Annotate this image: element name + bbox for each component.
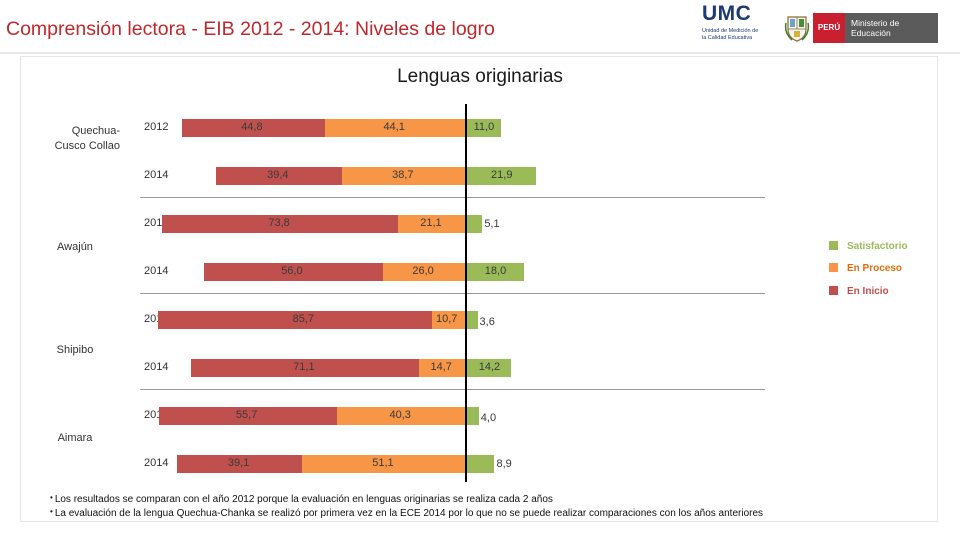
bar-en-proceso-shipibo-2012 (431, 311, 466, 329)
data-label-satisfactorio-awaj-n-2012: 5,1 (484, 218, 500, 230)
umc-logo: UMC Unidad de Medición de la Calidad Edu… (702, 3, 764, 51)
group-label-line: Shipibo (56, 344, 94, 356)
data-label-en-proceso-aimara-2012: 40,3 (389, 409, 411, 421)
data-label-en-proceso-shipibo-2014: 14,7 (430, 361, 452, 373)
data-label-en-inicio-shipibo-2014: 71,1 (293, 361, 315, 373)
legend-label-en-proceso: En Proceso (847, 263, 903, 274)
data-label-en-inicio-aimara-2014: 39,1 (227, 457, 250, 469)
data-label-satisfactorio-quechua-cusco-collao-2012: 11,0 (473, 121, 495, 133)
bar-satisfactorio-aimara-2012 (466, 407, 479, 425)
ministry-badge: Ministerio de Educación (845, 13, 938, 43)
group-label-line: Quechua- (71, 125, 120, 137)
legend-item-en-inicio: En Inicio (829, 286, 889, 297)
group-separator-shipibo (140, 389, 765, 390)
bar-satisfactorio-awaj-n-2012 (466, 215, 483, 233)
data-label-en-inicio-awaj-n-2012: 73,8 (268, 217, 290, 229)
bar-en-proceso-quechua-cusco-collao-2014 (342, 167, 466, 185)
group-label-line: Awajún (57, 241, 93, 253)
year-label-shipibo-2014: 2014 (144, 361, 169, 373)
peru-badge: PERÚ (813, 13, 845, 43)
data-label-en-inicio-quechua-cusco-collao-2014: 39,4 (267, 169, 289, 181)
group-separator-awaj-n (140, 293, 765, 294)
chart-frame (20, 56, 938, 522)
year-label-quechua-cusco-collao-2012: 2012 (144, 121, 169, 133)
data-label-en-proceso-awaj-n-2014: 26,0 (412, 265, 434, 277)
year-label-quechua-cusco-collao-2014: 2014 (144, 169, 169, 181)
coat-of-arms-icon (784, 16, 810, 42)
baseline-axis (465, 104, 467, 482)
legend-label-en-inicio: En Inicio (847, 286, 889, 297)
legend-item-satisfactorio: Satisfactorio (829, 241, 908, 252)
bar-en-inicio-quechua-cusco-collao-2012 (181, 119, 325, 137)
bar-en-inicio-awaj-n-2012 (162, 215, 399, 233)
footnote-2: • La evaluación de la lengua Quechua-Chan… (50, 507, 764, 519)
group-label-aimara: Aimara (40, 431, 110, 446)
bar-satisfactorio-quechua-cusco-collao-2014 (466, 167, 537, 185)
bar-en-proceso-quechua-cusco-collao-2012 (324, 119, 466, 137)
footnote-1: • Los resultados se comparan con el año 2… (50, 493, 553, 505)
group-label-shipibo: Shipibo (40, 343, 110, 358)
data-label-en-inicio-quechua-cusco-collao-2012: 44,8 (241, 121, 263, 133)
legend-swatch-satisfactorio (829, 241, 838, 250)
bar-en-inicio-aimara-2012 (158, 407, 338, 425)
group-label-quechua-cusco-collao: Quechua- Cusco Collao (30, 124, 120, 154)
data-label-en-proceso-quechua-cusco-collao-2012: 44,1 (383, 121, 405, 133)
footnote-1-text: Los resultados se comparan con el año 20… (54, 494, 553, 505)
page-title: Comprensión lectora - EIB 2012 - 2014: N… (6, 18, 495, 40)
bar-en-proceso-awaj-n-2014 (382, 263, 466, 281)
data-label-satisfactorio-aimara-2012: 4,0 (480, 412, 497, 424)
bar-en-inicio-quechua-cusco-collao-2014 (216, 167, 343, 185)
umc-logo-text: UMC (702, 2, 752, 25)
bar-en-proceso-aimara-2012 (337, 407, 466, 425)
group-separator-quechua-cusco-collao (140, 197, 765, 198)
bar-en-inicio-awaj-n-2014 (203, 263, 383, 281)
bar-en-inicio-shipibo-2012 (157, 311, 432, 329)
data-label-satisfactorio-awaj-n-2014: 18,0 (484, 265, 507, 277)
bar-satisfactorio-shipibo-2012 (466, 311, 478, 329)
data-label-en-inicio-shipibo-2012: 85,7 (292, 313, 315, 325)
data-label-en-inicio-awaj-n-2014: 56,0 (281, 265, 303, 277)
legend-item-en-proceso: En Proceso (829, 263, 902, 274)
bar-en-proceso-aimara-2014 (302, 455, 466, 473)
data-label-en-proceso-shipibo-2012: 10,7 (436, 313, 458, 325)
bar-satisfactorio-quechua-cusco-collao-2012 (466, 119, 502, 137)
data-label-satisfactorio-shipibo-2012: 3,6 (479, 316, 495, 328)
chart-title: Lenguas originarias (397, 66, 563, 87)
bar-satisfactorio-shipibo-2014 (466, 359, 512, 377)
bar-satisfactorio-awaj-n-2014 (466, 263, 524, 281)
data-label-en-proceso-aimara-2014: 51,1 (372, 457, 394, 469)
header-divider (0, 52, 960, 54)
year-label-awaj-n-2014: 2014 (144, 265, 169, 277)
bar-en-proceso-shipibo-2014 (418, 359, 466, 377)
footnote-2-text: La evaluación de la lengua Quechua-Chank… (54, 508, 764, 519)
group-label-line: Aimara (57, 432, 93, 444)
group-label-line: Cusco Collao (54, 140, 120, 152)
group-label-awaj-n: Awajún (40, 240, 110, 255)
umc-logo-subtext: Unidad de Medición de la Calidad Educati… (702, 28, 759, 41)
data-label-satisfactorio-shipibo-2014: 14,2 (478, 361, 501, 373)
data-label-en-proceso-awaj-n-2012: 21,1 (420, 217, 442, 229)
data-label-en-proceso-quechua-cusco-collao-2014: 38,7 (392, 169, 414, 181)
bar-en-proceso-awaj-n-2012 (398, 215, 466, 233)
data-label-en-inicio-aimara-2012: 55,7 (235, 409, 258, 421)
data-label-satisfactorio-aimara-2014: 8,9 (496, 458, 512, 470)
bar-satisfactorio-aimara-2014 (466, 455, 495, 473)
legend-swatch-en-inicio (829, 286, 838, 295)
bar-en-inicio-shipibo-2014 (191, 359, 419, 377)
bar-en-inicio-aimara-2014 (177, 455, 303, 473)
year-label-aimara-2014: 2014 (144, 457, 169, 469)
legend-label-satisfactorio: Satisfactorio (847, 241, 908, 252)
legend-swatch-en-proceso (829, 263, 838, 272)
data-label-satisfactorio-quechua-cusco-collao-2014: 21,9 (491, 169, 513, 181)
